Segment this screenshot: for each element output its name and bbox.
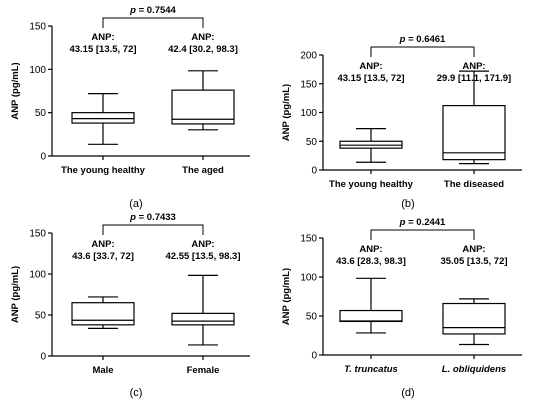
annotation-title: ANP:	[359, 244, 382, 255]
x-tick-label: The young healthy	[329, 179, 414, 190]
box-iqr	[171, 89, 235, 125]
y-tick-label: 0	[40, 352, 46, 363]
annotation-value: 42.55 [13.5, 98.3]	[166, 251, 241, 262]
annotation-value: 43.15 [13.5, 72]	[69, 44, 136, 55]
y-tick-label: 50	[35, 311, 47, 322]
y-tick-label: 100	[300, 108, 317, 119]
annotation-value: 35.05 [13.5, 72]	[440, 256, 507, 267]
panel-label: (d)	[401, 387, 414, 399]
x-tick-label: L. obliquidens	[442, 364, 506, 375]
x-tick-label: The diseased	[444, 179, 504, 190]
y-tick-label: 0	[311, 166, 317, 177]
significance-bracket	[370, 46, 475, 57]
p-value-label: p = 0.7433	[129, 212, 176, 223]
p-symbol: p	[399, 34, 406, 45]
annotation-title: ANP:	[91, 239, 114, 250]
annotation-value: 29.9 [11.1, 171.9]	[437, 73, 511, 84]
box-iqr	[71, 112, 135, 124]
significance-bracket	[102, 224, 204, 235]
y-tick-label: 150	[300, 234, 317, 245]
annotation-title: ANP:	[462, 61, 485, 72]
box-iqr	[171, 312, 235, 326]
p-value-label: p = 0.2441	[399, 217, 446, 228]
y-tick-label: 150	[29, 229, 46, 240]
box-iqr	[339, 309, 403, 323]
y-axis-label: ANP (pg/mL)	[281, 84, 292, 141]
chart-panel: 0 50 100 150 200 ANP (pg/mL) The young healthy…	[281, 34, 522, 210]
y-tick-label: 150	[300, 79, 317, 90]
annotation-value: 43.6 [28.3, 98.3]	[336, 256, 406, 267]
annotation-value: 43.15 [13.5, 72]	[337, 73, 404, 84]
y-axis-label: ANP (pg/mL)	[281, 268, 292, 325]
p-value-label: p = 0.6461	[399, 34, 446, 45]
x-tick-label: The young healthy	[61, 165, 146, 176]
panel-label: (b)	[401, 198, 414, 210]
annotation-title: ANP:	[91, 32, 114, 43]
p-value-text: = 0.2441	[405, 217, 446, 228]
y-tick-label: 0	[40, 152, 46, 163]
p-value-label: p = 0.7544	[129, 5, 176, 16]
y-tick-label: 50	[306, 312, 318, 323]
x-tick-label: Male	[92, 365, 113, 376]
box-iqr	[442, 302, 506, 335]
y-tick-label: 100	[29, 270, 46, 281]
annotation-value: 43.6 [33.7, 72]	[72, 251, 134, 262]
p-value-text: = 0.7544	[136, 5, 177, 16]
annotation-title: ANP:	[191, 239, 214, 250]
annotation-value: 42.4 [30.2, 98.3]	[168, 44, 238, 55]
y-tick-label: 150	[29, 22, 46, 33]
annotation-title: ANP:	[191, 32, 214, 43]
y-tick-label: 0	[311, 351, 317, 362]
significance-bracket	[102, 17, 204, 28]
y-axis-label: ANP (pg/mL)	[10, 62, 21, 119]
box-iqr	[71, 302, 135, 326]
y-tick-label: 50	[35, 108, 47, 119]
x-tick-label: Female	[187, 365, 220, 376]
chart-panel: 0 50 100 150 ANP (pg/mL) The young healthy The…	[10, 5, 250, 210]
p-symbol: p	[129, 212, 136, 223]
annotation-title: ANP:	[462, 244, 485, 255]
p-value-text: = 0.6461	[405, 34, 446, 45]
p-symbol: p	[399, 217, 406, 228]
y-tick-label: 50	[306, 137, 318, 148]
y-axis-label: ANP (pg/mL)	[10, 266, 21, 323]
box-iqr	[442, 104, 506, 161]
significance-bracket	[370, 229, 475, 240]
chart-panel: 0 50 100 150 ANP (pg/mL) T. truncatus L. obliq…	[281, 217, 522, 399]
y-tick-label: 100	[300, 273, 317, 284]
panel-label: (a)	[129, 198, 142, 210]
chart-panel: 0 50 100 150 ANP (pg/mL) Male Female p = 0.7433…	[10, 212, 250, 399]
p-value-text: = 0.7433	[136, 212, 176, 223]
x-tick-label: The aged	[182, 165, 224, 176]
x-tick-label: T. truncatus	[344, 364, 398, 375]
y-tick-label: 200	[300, 51, 317, 62]
p-symbol: p	[129, 5, 136, 16]
annotation-title: ANP:	[359, 61, 382, 72]
panel-label: (c)	[130, 387, 143, 399]
y-tick-label: 100	[29, 65, 46, 76]
